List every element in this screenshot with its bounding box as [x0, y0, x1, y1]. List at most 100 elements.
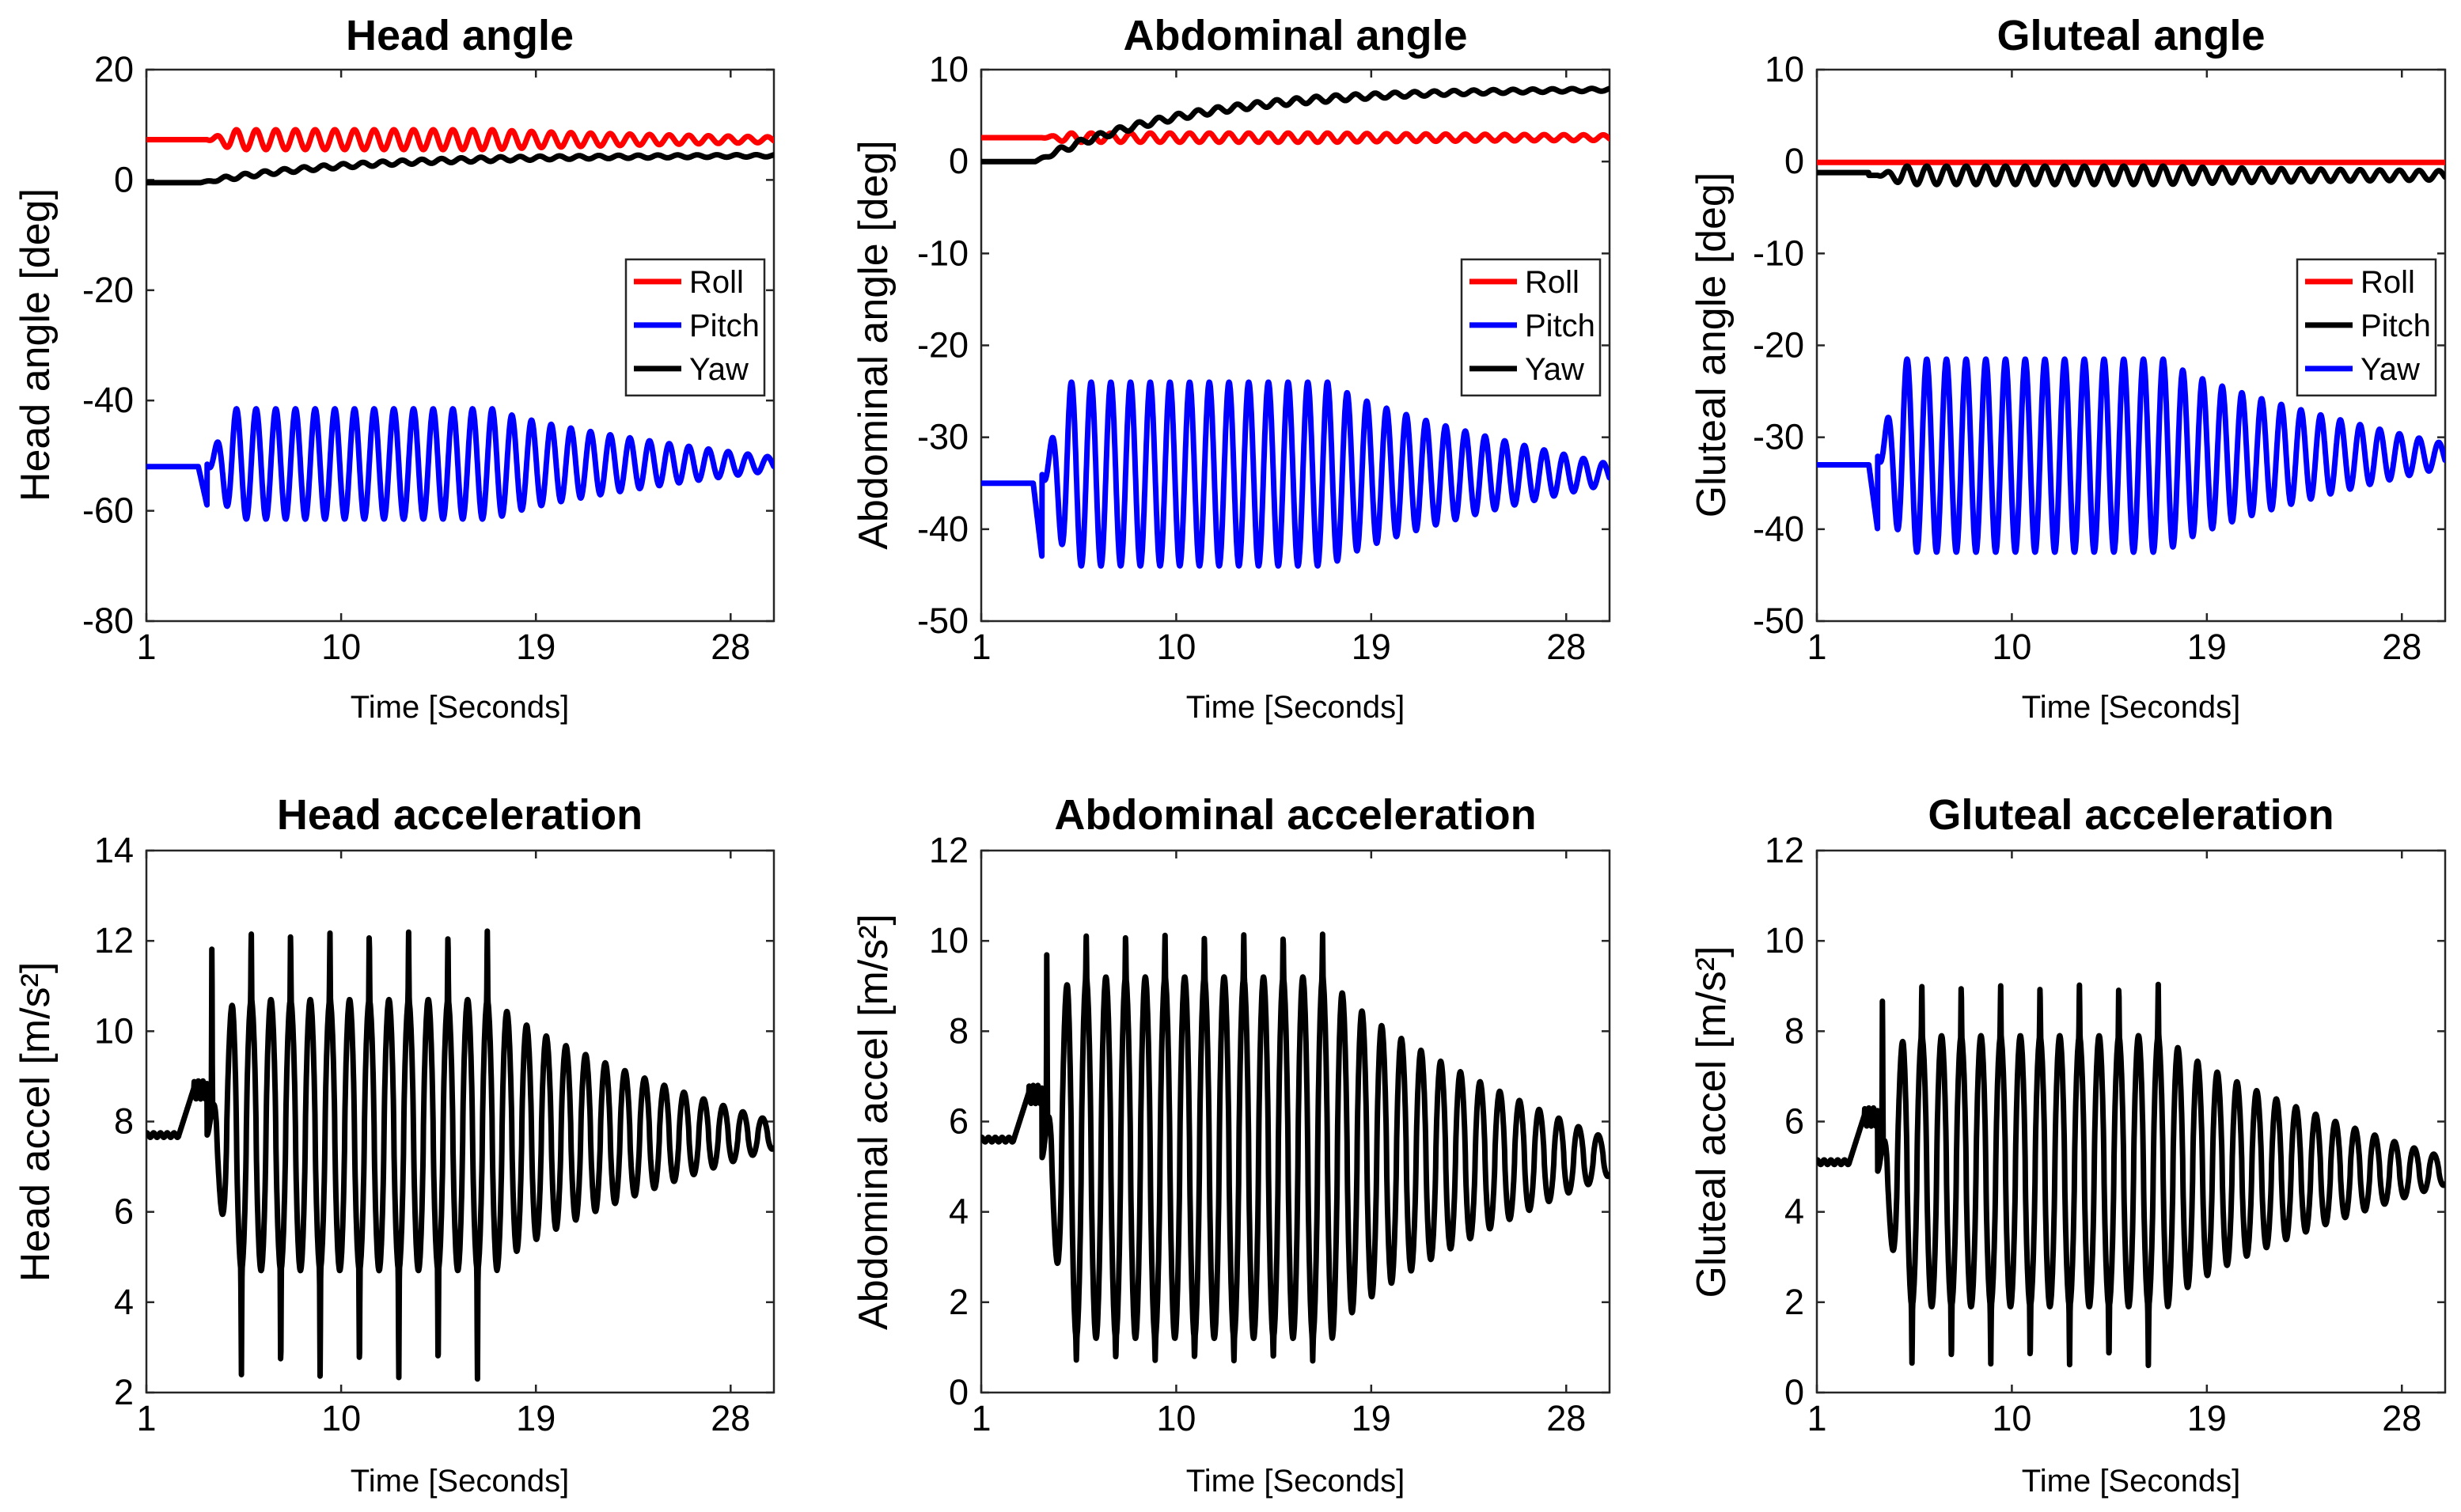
y-tick-label: 4 [1784, 1192, 1804, 1232]
x-tick-label: 28 [2382, 1398, 2421, 1438]
y-axis-label: Head angle [deg] [13, 188, 59, 502]
x-tick-label: 28 [2382, 627, 2421, 667]
panel-gluteal-accel: Gluteal acceleration Time [Seconds] Glut… [1689, 791, 2447, 1499]
chart-title: Abdominal acceleration [1054, 791, 1536, 839]
y-tick-label: 6 [114, 1192, 134, 1232]
y-tick-label: 10 [94, 1010, 134, 1051]
x-tick-label: 1 [971, 1398, 991, 1438]
x-tick-label: 10 [1156, 627, 1196, 667]
series-line-yaw [146, 152, 774, 186]
panel-abdominal-angle: Abdominal angle Time [Seconds] Abdominal… [851, 12, 1611, 725]
x-tick-label: 10 [1156, 1398, 1196, 1438]
series-line-pitch [981, 379, 1610, 569]
y-tick-label: 8 [114, 1101, 134, 1142]
y-tick-label: -40 [1753, 509, 1804, 549]
chart-title: Gluteal angle [1996, 12, 2265, 59]
series-line-yaw [981, 85, 1610, 165]
x-tick-label: 10 [321, 1398, 361, 1438]
y-axis-label: Abdominal accel [m/s²] [851, 914, 897, 1330]
series-line-yaw [1817, 356, 2445, 555]
y-tick-label: 12 [1765, 830, 1804, 870]
y-tick-label: -10 [1753, 233, 1804, 273]
x-axis-label: Time [Seconds] [1186, 1464, 1405, 1499]
y-tick-label: -50 [1753, 601, 1804, 641]
legend-label: Roll [2361, 265, 2415, 300]
x-axis-label: Time [Seconds] [2022, 1464, 2240, 1499]
series-line-accel [1817, 981, 2445, 1369]
y-tick-label: 0 [949, 141, 969, 181]
y-tick-label: 0 [1784, 141, 1804, 181]
y-tick-label: -30 [917, 417, 969, 457]
y-tick-label: -40 [82, 380, 134, 420]
legend-label: Yaw [689, 352, 749, 387]
legend: Roll Pitch Yaw [1460, 258, 1602, 397]
y-tick-label: -60 [82, 491, 134, 531]
x-tick-label: 1 [1807, 627, 1826, 667]
x-tick-label: 19 [1352, 1398, 1391, 1438]
x-axis-label: Time [Seconds] [351, 690, 569, 725]
y-tick-label: -50 [917, 601, 969, 641]
y-tick-label: -40 [917, 509, 969, 549]
y-tick-label: 10 [1765, 920, 1804, 961]
legend: Roll Pitch Yaw [624, 258, 766, 397]
y-tick-label: 2 [949, 1282, 969, 1322]
x-tick-label: 19 [1352, 627, 1391, 667]
x-axis-label: Time [Seconds] [1186, 690, 1405, 725]
y-tick-label: -30 [1753, 417, 1804, 457]
legend-label: Roll [689, 265, 744, 300]
y-tick-label: 14 [94, 830, 134, 870]
y-tick-label: -20 [917, 325, 969, 366]
series-line-accel [981, 931, 1610, 1364]
x-tick-label: 28 [1546, 1398, 1586, 1438]
plot-area [1817, 981, 2445, 1369]
y-tick-label: 10 [929, 920, 969, 961]
y-tick-label: 2 [114, 1372, 134, 1412]
x-tick-label: 28 [711, 627, 750, 667]
series-line-roll [981, 130, 1610, 146]
y-tick-label: 6 [1784, 1101, 1804, 1142]
y-tick-label: 12 [929, 830, 969, 870]
y-tick-label: -20 [82, 270, 134, 310]
x-tick-label: 28 [1546, 627, 1586, 667]
legend-label: Pitch [2361, 309, 2431, 343]
x-tick-label: 10 [1992, 627, 2031, 667]
x-tick-label: 19 [2187, 1398, 2227, 1438]
x-tick-label: 10 [1992, 1398, 2031, 1438]
x-tick-label: 10 [321, 627, 361, 667]
series-line-pitch [146, 406, 774, 522]
legend-label: Yaw [2361, 352, 2420, 387]
y-tick-label: 10 [929, 49, 969, 89]
x-axis-label: Time [Seconds] [351, 1464, 569, 1499]
y-tick-label: 10 [1765, 49, 1804, 89]
legend-label: Roll [1525, 265, 1579, 300]
panel-head-angle: Head angle Time [Seconds] Head angle [de… [13, 12, 775, 725]
panel-head-accel: Head acceleration Time [Seconds] Head ac… [13, 791, 775, 1499]
x-tick-label: 19 [516, 1398, 556, 1438]
plot-area [981, 931, 1610, 1364]
x-axis-label: Time [Seconds] [2022, 690, 2240, 725]
y-axis-label: Abdominal angle [deg] [851, 140, 897, 550]
x-tick-label: 1 [971, 627, 991, 667]
series-line-roll [146, 127, 774, 153]
plot-area [146, 127, 774, 522]
y-axis-label: Head accel [m/s²] [13, 962, 59, 1283]
chart-title: Gluteal acceleration [1928, 791, 2334, 839]
y-tick-label: 8 [1784, 1010, 1804, 1051]
plot-area [146, 928, 774, 1382]
y-axis-label: Gluteal accel [m/s²] [1689, 945, 1735, 1298]
y-tick-label: 6 [949, 1101, 969, 1142]
chart-title: Head angle [346, 12, 574, 59]
x-tick-label: 19 [2187, 627, 2227, 667]
y-axis-label: Gluteal angle [deg] [1689, 172, 1735, 518]
y-tick-label: 2 [1784, 1282, 1804, 1322]
y-tick-label: 0 [114, 159, 134, 199]
x-tick-label: 1 [1807, 1398, 1826, 1438]
legend-label: Pitch [689, 309, 760, 343]
y-tick-label: 4 [949, 1192, 969, 1232]
y-tick-label: 0 [949, 1372, 969, 1412]
x-tick-label: 1 [136, 627, 156, 667]
y-tick-label: -10 [917, 233, 969, 273]
series-line-pitch [1817, 163, 2445, 188]
y-tick-label: -20 [1753, 325, 1804, 366]
x-tick-label: 19 [516, 627, 556, 667]
